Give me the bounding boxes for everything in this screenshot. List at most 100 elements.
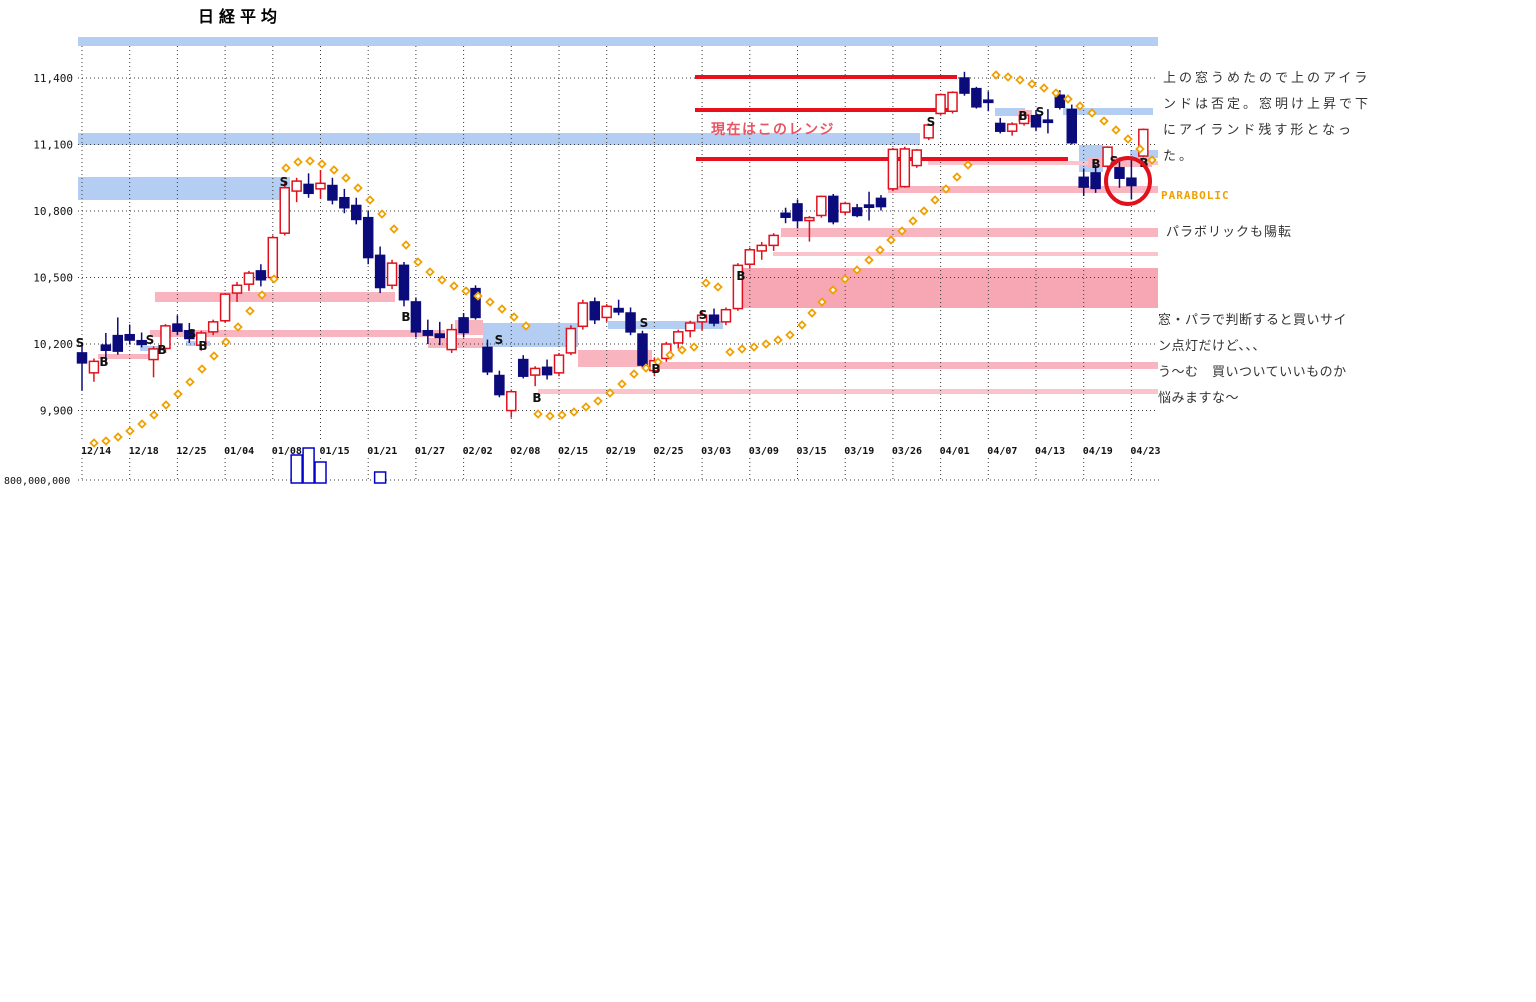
candle-body xyxy=(303,183,314,195)
sar-dot xyxy=(413,257,423,267)
sar-dot xyxy=(221,337,231,347)
candle xyxy=(136,332,147,348)
axis-labels-layer: 11,400 11,100 10,800 10,500 10,200 9,900 12/14… xyxy=(4,72,1161,487)
sell-signal-marker: S xyxy=(188,327,197,341)
island-note-line: た。 xyxy=(1163,149,1196,164)
sar-dot xyxy=(269,274,279,284)
candle-body xyxy=(398,264,410,301)
candle xyxy=(506,389,517,418)
candle xyxy=(529,366,541,387)
candle-body xyxy=(196,332,207,346)
sar-dot xyxy=(161,400,171,410)
candle xyxy=(446,324,457,353)
candle xyxy=(255,264,267,287)
sar-dot xyxy=(864,255,874,265)
candle xyxy=(720,307,732,326)
buy-signal-marker: B xyxy=(736,269,745,283)
volume-bar xyxy=(314,461,327,484)
candle-body xyxy=(828,195,839,223)
page-title: 日経平均 xyxy=(198,7,283,26)
candle xyxy=(1066,104,1078,145)
range-note: 現在はこのレンジ xyxy=(711,122,835,138)
sar-dot xyxy=(593,396,603,406)
sar-dot xyxy=(437,275,447,285)
candle xyxy=(231,281,243,302)
pink-zone xyxy=(650,362,1158,369)
pink-zone xyxy=(578,350,652,367)
candle-body xyxy=(506,390,517,412)
sar-dot xyxy=(401,240,411,250)
candle xyxy=(517,355,529,379)
candle xyxy=(112,317,124,355)
candle xyxy=(804,216,815,242)
sar-dot xyxy=(817,297,827,307)
candle-body xyxy=(1102,146,1113,167)
pink-zone xyxy=(98,354,153,359)
candle-body xyxy=(255,270,267,281)
candle xyxy=(1126,157,1137,200)
candle xyxy=(971,86,982,109)
x-axis-label: 04/13 xyxy=(1035,446,1065,457)
island-note-line: にアイランド残す形となっ xyxy=(1163,123,1354,138)
candle xyxy=(792,199,803,229)
sar-dot xyxy=(1111,125,1121,135)
candle-body xyxy=(911,149,922,167)
candle xyxy=(88,358,100,382)
candle-body xyxy=(279,186,290,234)
candle-body xyxy=(947,91,958,113)
candle-body xyxy=(732,264,744,310)
candle-body xyxy=(589,301,601,321)
candle xyxy=(851,203,863,218)
buy-signal-marker: B xyxy=(401,310,410,324)
sar-dot xyxy=(737,344,747,354)
sar-dot xyxy=(197,364,207,374)
sar-dot xyxy=(569,407,579,417)
candle-body xyxy=(601,305,612,319)
y-axis-label: 11,400 xyxy=(33,72,73,85)
candle xyxy=(339,188,350,214)
signal-note-line: ン点灯だけど、、、 xyxy=(1158,339,1266,354)
candle xyxy=(923,123,934,141)
blue-zone xyxy=(995,108,1025,116)
sar-dot xyxy=(941,184,951,194)
pink-zone xyxy=(781,228,1158,237)
x-axis-label: 04/19 xyxy=(1083,446,1113,457)
candle-body xyxy=(267,236,279,279)
sar-dot xyxy=(1075,101,1085,111)
candle-body xyxy=(756,244,767,252)
candle-body xyxy=(422,329,434,336)
candle-body xyxy=(792,203,803,222)
parabolic-sar-layer xyxy=(89,70,1157,448)
candle xyxy=(267,235,279,280)
sar-dot xyxy=(1099,116,1109,126)
x-axis-label: 03/15 xyxy=(797,446,827,457)
candle-body xyxy=(1006,123,1018,132)
candle xyxy=(744,247,756,269)
candle-body xyxy=(1090,172,1101,190)
buy-signal-marker: B xyxy=(1018,109,1027,123)
sar-dot xyxy=(807,308,817,318)
candle-body xyxy=(124,333,135,341)
x-axis-label: 02/08 xyxy=(510,446,540,457)
candle xyxy=(243,270,255,291)
sar-dot xyxy=(1039,83,1049,93)
candle xyxy=(327,177,338,205)
candle-body xyxy=(458,317,469,334)
sar-dot xyxy=(329,165,339,175)
sar-dot xyxy=(1087,108,1097,118)
x-axis-label: 02/02 xyxy=(463,446,493,457)
sar-dot xyxy=(930,195,940,205)
candle xyxy=(362,211,374,265)
candle-body xyxy=(1054,94,1066,109)
buy-signal-marker: B xyxy=(157,343,166,357)
sar-dot xyxy=(785,330,795,340)
candle-body xyxy=(994,122,1006,132)
candle-body xyxy=(148,348,159,361)
pink-zone xyxy=(733,268,1158,308)
candle xyxy=(708,308,720,327)
candle-body xyxy=(1066,108,1078,144)
x-axis-label: 01/04 xyxy=(224,446,254,457)
candle xyxy=(386,259,398,290)
candle-body xyxy=(768,234,779,247)
